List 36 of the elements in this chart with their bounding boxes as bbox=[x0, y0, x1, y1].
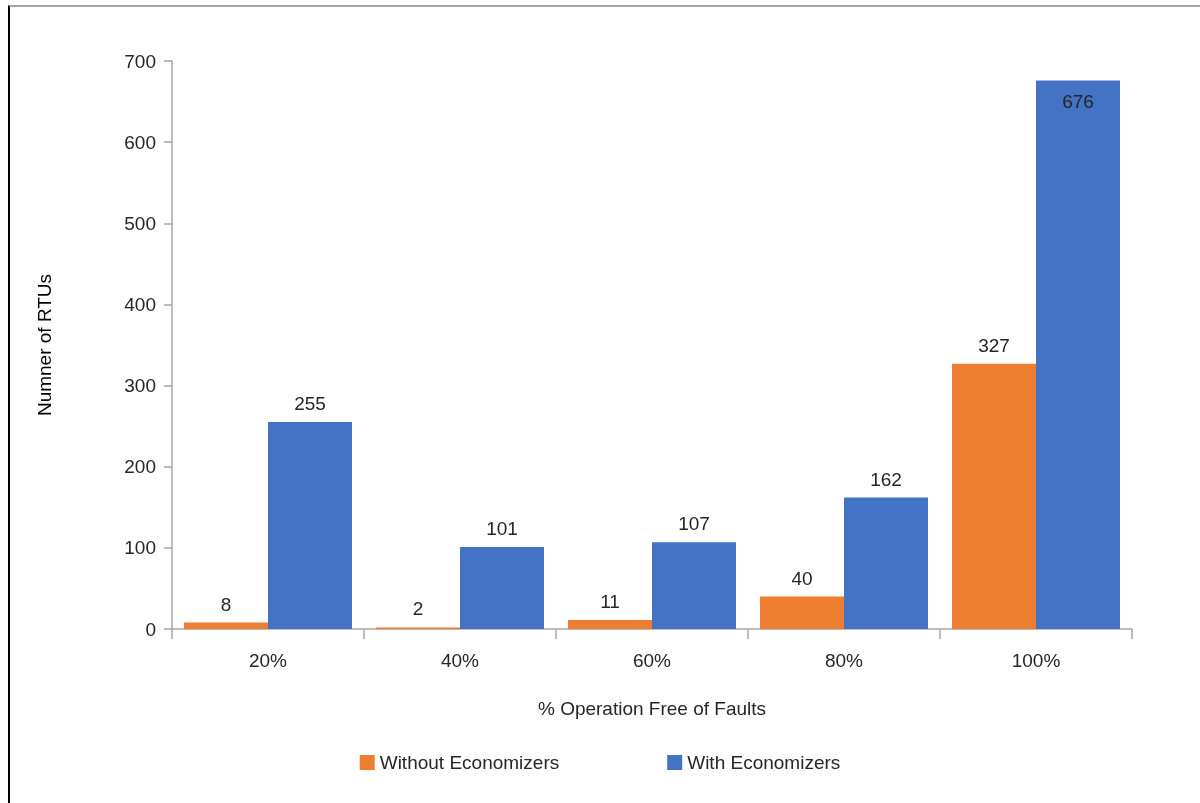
bar bbox=[952, 363, 1036, 629]
y-tick-label: 300 bbox=[124, 375, 156, 397]
x-tick-label: 100% bbox=[1011, 650, 1061, 671]
y-tick-label: 400 bbox=[124, 293, 156, 315]
y-tick-label: 500 bbox=[124, 212, 156, 234]
data-label: 162 bbox=[870, 468, 902, 490]
bar bbox=[568, 620, 652, 629]
y-axis-title: Numner of RTUs bbox=[34, 273, 55, 417]
data-label: 8 bbox=[220, 593, 232, 615]
bar bbox=[460, 547, 544, 629]
x-axis-title: % Operation Free of Faults bbox=[537, 698, 767, 719]
data-label: 255 bbox=[294, 393, 326, 415]
y-tick-label: 0 bbox=[145, 618, 156, 640]
y-tick-label: 200 bbox=[124, 456, 156, 478]
legend-label: Without Economizers bbox=[379, 752, 560, 773]
y-tick-label: 700 bbox=[124, 50, 156, 72]
x-tick-label: 20% bbox=[248, 650, 288, 671]
bar bbox=[652, 542, 736, 629]
data-label: 40 bbox=[791, 567, 813, 589]
data-label: 327 bbox=[978, 334, 1010, 356]
bar bbox=[844, 497, 928, 629]
data-label: 2 bbox=[412, 598, 424, 620]
bar bbox=[1036, 80, 1120, 629]
bar bbox=[184, 622, 268, 629]
y-tick-label: 100 bbox=[124, 537, 156, 559]
bar bbox=[760, 596, 844, 629]
x-tick-label: 80% bbox=[824, 650, 864, 671]
data-label: 11 bbox=[600, 591, 620, 613]
bar bbox=[268, 422, 352, 629]
legend-label: With Economizers bbox=[687, 752, 841, 773]
data-label: 676 bbox=[1062, 91, 1094, 113]
data-label: 107 bbox=[678, 513, 710, 535]
data-label: 101 bbox=[486, 518, 518, 540]
x-tick-label: 40% bbox=[440, 650, 480, 671]
x-tick-label: 60% bbox=[632, 650, 672, 671]
y-tick-label: 600 bbox=[124, 131, 156, 153]
